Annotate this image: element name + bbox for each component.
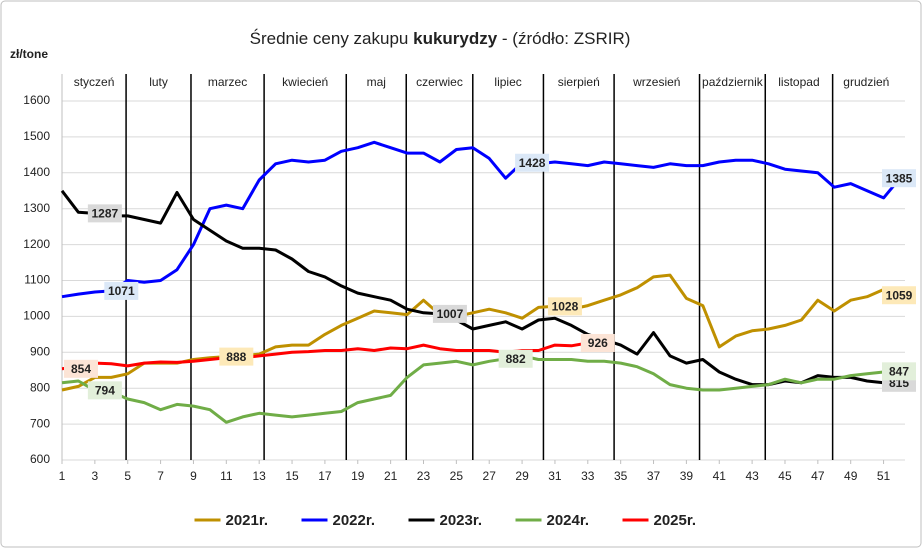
- x-tick-label: 13: [252, 469, 266, 483]
- value-label-box: [580, 333, 615, 352]
- x-tick-label: 49: [844, 469, 858, 483]
- value-label-box: [87, 204, 122, 223]
- x-tick-label: 11: [220, 469, 233, 483]
- x-tick-label: 45: [778, 469, 792, 483]
- value-label: 854: [71, 362, 91, 376]
- x-tick-label: 7: [157, 469, 164, 483]
- x-tick-label: 5: [124, 469, 131, 483]
- x-tick-label: 17: [318, 469, 332, 483]
- x-tick-label: 47: [811, 469, 825, 483]
- value-label-box: [432, 304, 467, 323]
- month-label: sierpień: [558, 75, 600, 89]
- x-tick-label: 29: [515, 469, 529, 483]
- value-label-box: [515, 153, 550, 172]
- value-label: 847: [889, 364, 909, 378]
- x-tick-label: 21: [384, 469, 398, 483]
- x-tick-label: 33: [581, 469, 595, 483]
- value-label-box: [498, 349, 533, 368]
- x-tick-label: 19: [351, 469, 365, 483]
- value-label-box: [882, 362, 916, 381]
- y-tick-label: 1600: [23, 93, 50, 107]
- value-label: 882: [506, 352, 526, 366]
- y-tick-label: 800: [30, 380, 50, 394]
- value-label: 926: [588, 336, 608, 350]
- legend-label: 2025r.: [654, 512, 697, 529]
- value-label-box: [219, 347, 254, 366]
- month-label: wrzesień: [632, 75, 680, 89]
- series-line: [61, 273, 901, 392]
- month-label: marzec: [208, 75, 247, 89]
- y-tick-label: 1300: [23, 201, 50, 215]
- value-label: 1007: [437, 307, 464, 321]
- title-part: kukurydzy: [413, 29, 498, 48]
- x-tick-label: 3: [92, 469, 99, 483]
- value-label-box: [87, 381, 122, 400]
- y-tick-label: 600: [30, 452, 50, 466]
- value-label: 1028: [552, 300, 579, 314]
- legend-label: 2022r.: [333, 512, 376, 529]
- month-label: październik: [702, 75, 764, 89]
- chart-title: Średnie ceny zakupu kukurydzy - (źródło:…: [250, 29, 631, 48]
- y-tick-label: 1500: [23, 129, 50, 143]
- x-tick-label: 15: [285, 469, 299, 483]
- month-label: grudzień: [843, 75, 889, 89]
- title-part: - (źródło: ZSRIR): [497, 29, 630, 48]
- title-part: Średnie ceny zakupu: [250, 29, 414, 48]
- month-label: kwiecień: [282, 75, 328, 89]
- month-label: czerwiec: [416, 75, 463, 89]
- month-label: styczeń: [74, 75, 115, 89]
- x-tick-label: 51: [877, 469, 891, 483]
- x-tick-label: 25: [450, 469, 464, 483]
- y-tick-label: 900: [30, 344, 50, 358]
- legend-label: 2024r.: [547, 512, 590, 529]
- month-label: lipiec: [494, 75, 521, 89]
- x-tick-label: 41: [713, 469, 727, 483]
- value-label: 1287: [92, 207, 119, 221]
- x-tick-label: 27: [483, 469, 497, 483]
- legend-label: 2021r.: [226, 512, 269, 529]
- value-label: 794: [95, 384, 115, 398]
- x-tick-label: 9: [190, 469, 197, 483]
- value-label: 1385: [886, 171, 913, 185]
- x-tick-label: 37: [647, 469, 661, 483]
- x-tick-label: 1: [59, 469, 66, 483]
- value-label-box: [64, 359, 98, 378]
- month-label: luty: [149, 75, 168, 89]
- x-tick-label: 31: [548, 469, 562, 483]
- value-label-box: [547, 297, 582, 316]
- y-tick-label: 700: [30, 416, 50, 430]
- y-axis-label: zł/tone: [10, 47, 48, 61]
- y-tick-label: 1400: [23, 165, 50, 179]
- x-tick-label: 23: [417, 469, 431, 483]
- month-label: listopad: [778, 75, 819, 89]
- value-label-box: [882, 169, 916, 188]
- y-tick-label: 1100: [24, 273, 50, 287]
- y-tick-label: 1000: [23, 309, 50, 323]
- value-label-box: [882, 286, 916, 305]
- x-tick-label: 43: [745, 469, 759, 483]
- value-label: 1428: [519, 156, 546, 170]
- month-label: maj: [367, 75, 386, 89]
- value-label: 1059: [886, 288, 913, 302]
- value-label: 888: [226, 350, 246, 364]
- value-label-box: [104, 281, 139, 300]
- y-tick-label: 1200: [23, 237, 50, 251]
- value-label: 1071: [108, 284, 135, 298]
- x-tick-label: 35: [614, 469, 628, 483]
- series-line: [61, 354, 901, 424]
- series-line: [61, 140, 902, 299]
- legend-label: 2023r.: [440, 512, 483, 529]
- x-tick-label: 39: [680, 469, 694, 483]
